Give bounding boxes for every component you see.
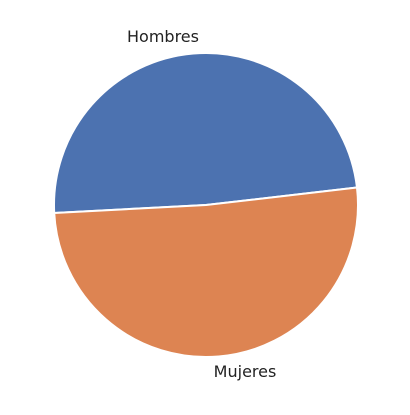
pie-slice-hombres [53, 52, 358, 214]
pie-slice-mujeres [53, 186, 359, 358]
label-hombres: Hombres [127, 27, 199, 46]
pie-slices [53, 52, 359, 358]
label-mujeres: Mujeres [214, 362, 277, 381]
